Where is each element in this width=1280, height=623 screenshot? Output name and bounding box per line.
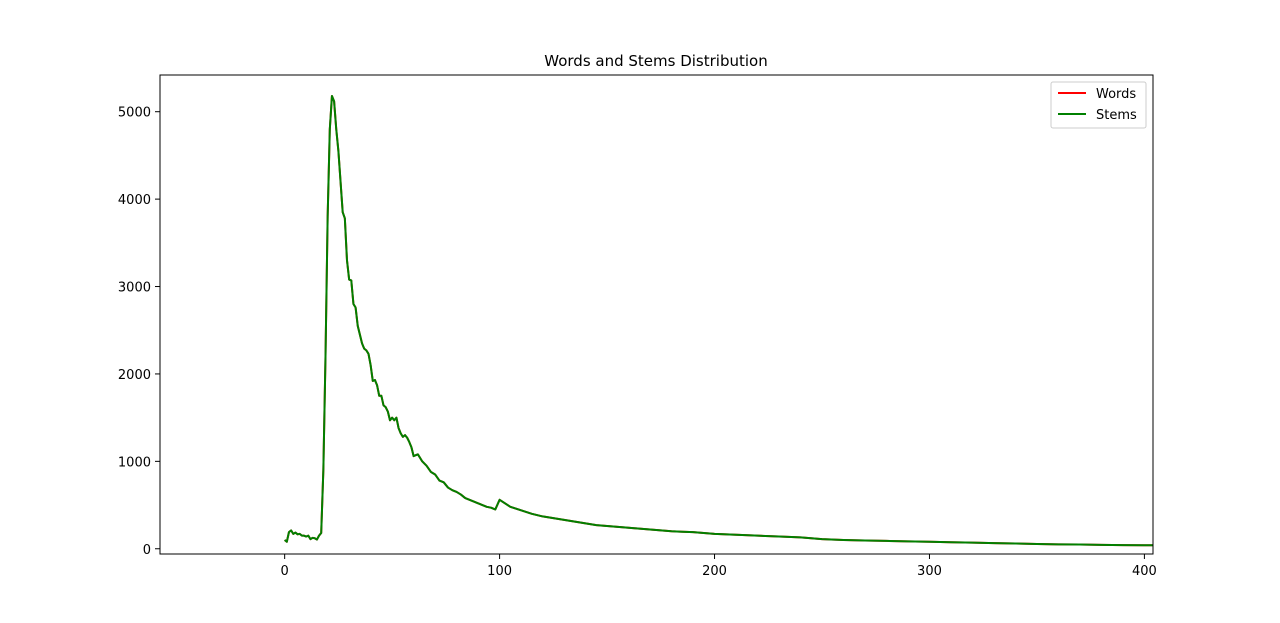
y-tick-label: 1000 [118,455,151,470]
x-axis: 0 100 200 300 400 [281,554,1157,579]
x-tick-label: 100 [487,564,512,579]
legend-label-words: Words [1096,87,1136,102]
chart-title: Words and Stems Distribution [544,52,767,70]
y-tick-label: 0 [143,543,151,558]
plot-area [284,94,1153,547]
series-line-stems [284,94,1153,547]
y-tick-label: 3000 [118,281,151,296]
y-axis: 0 1000 2000 3000 4000 5000 [118,106,160,558]
series-layer [284,94,1153,547]
y-tick-label: 2000 [118,368,151,383]
y-tick-label: 5000 [118,106,151,121]
legend-label-stems: Stems [1096,108,1137,123]
legend: Words Stems [1050,81,1147,129]
y-tick-label: 4000 [118,193,151,208]
x-tick-label: 200 [702,564,727,579]
plot-frame [159,74,1154,555]
x-tick-label: 300 [917,564,942,579]
x-tick-label: 0 [281,564,289,579]
x-tick-label: 400 [1132,564,1157,579]
